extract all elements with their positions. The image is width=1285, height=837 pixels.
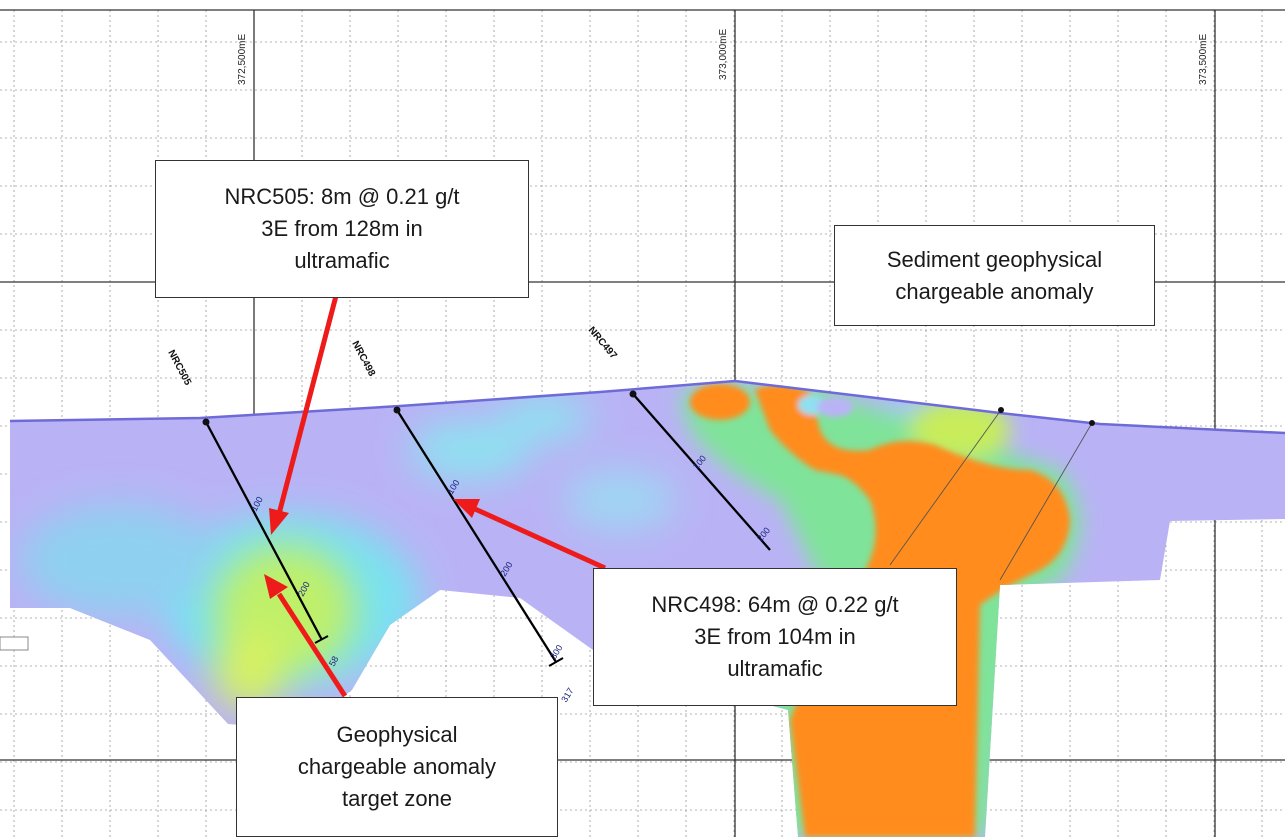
- left-edge-marker: [0, 636, 29, 651]
- drillhole-nrc505-trace: [204, 421, 324, 641]
- target-callout-arrow-shaft: [276, 592, 348, 698]
- nrc498-callout-line-2: 3E from 104m in: [694, 624, 856, 650]
- topographic-surface: [9, 379, 1285, 435]
- target-callout-line-2: chargeable anomaly: [297, 754, 497, 780]
- target-zone-callout: Geophysical chargeable anomaly target zo…: [236, 697, 558, 837]
- sediment-callout-line-2: chargeable anomaly: [895, 278, 1094, 304]
- nrc498-intercept-callout: NRC498: 64m @ 0.22 g/t 3E from 104m in u…: [593, 568, 957, 706]
- drillhole-east-1-trace: [889, 409, 1002, 566]
- nrc498-depth-end: 317: [559, 686, 575, 704]
- target-callout-line-3: target zone: [341, 785, 453, 811]
- drillhole-nrc497-label: NRC497: [586, 325, 619, 362]
- easting-label-1: 372,500mE: [237, 34, 248, 85]
- callout-arrows: [264, 291, 607, 698]
- nrc498-callout-line-1: NRC498: 64m @ 0.22 g/t: [651, 592, 899, 618]
- nrc505-callout-arrowhead: [269, 508, 289, 535]
- drillhole-nrc498-trace: [396, 409, 557, 663]
- target-callout-arrowhead: [264, 574, 288, 599]
- drillhole-nrc498-label: NRC498: [349, 339, 377, 378]
- drillhole-east-2-collar: [1089, 420, 1095, 426]
- nrc505-callout-line-1: NRC505: 8m @ 0.21 g/t: [224, 184, 460, 210]
- drillhole-nrc498-end-tick: [548, 657, 564, 667]
- drillhole-east-2-trace: [999, 422, 1093, 581]
- drillhole-nrc497-trace: [632, 393, 771, 551]
- drillhole-east-1-collar: [998, 407, 1004, 413]
- target-callout-line-1: Geophysical: [336, 722, 458, 748]
- nrc498-callout-arrow-shaft: [473, 506, 607, 571]
- sediment-anomaly-callout: Sediment geophysical chargeable anomaly: [834, 225, 1155, 326]
- nrc505-intercept-callout: NRC505: 8m @ 0.21 g/t 3E from 128m in ul…: [155, 160, 529, 298]
- drillhole-nrc505-end-tick: [314, 635, 329, 644]
- drillhole-nrc498-collar: [393, 406, 401, 414]
- nrc505-depth-end: 58: [327, 654, 341, 668]
- drill-traces: [202, 390, 1095, 667]
- easting-label-3: 373,500mE: [1198, 34, 1209, 85]
- elevated-anomaly-zone: [215, 545, 355, 710]
- easting-label-2: 373,000mE: [718, 29, 729, 80]
- nrc498-callout-arrowhead: [453, 499, 480, 518]
- drillhole-nrc497-collar: [629, 390, 637, 398]
- nrc505-callout-line-3: ultramafic: [294, 247, 390, 273]
- nrc505-callout-arrow-shaft: [276, 291, 340, 515]
- sediment-callout-line-1: Sediment geophysical: [886, 246, 1103, 272]
- drillhole-nrc505-label: NRC505: [165, 348, 193, 387]
- nrc498-callout-line-3: ultramafic: [727, 655, 823, 681]
- nrc505-callout-line-2: 3E from 128m in: [261, 216, 423, 242]
- drillhole-nrc505-collar: [202, 418, 210, 426]
